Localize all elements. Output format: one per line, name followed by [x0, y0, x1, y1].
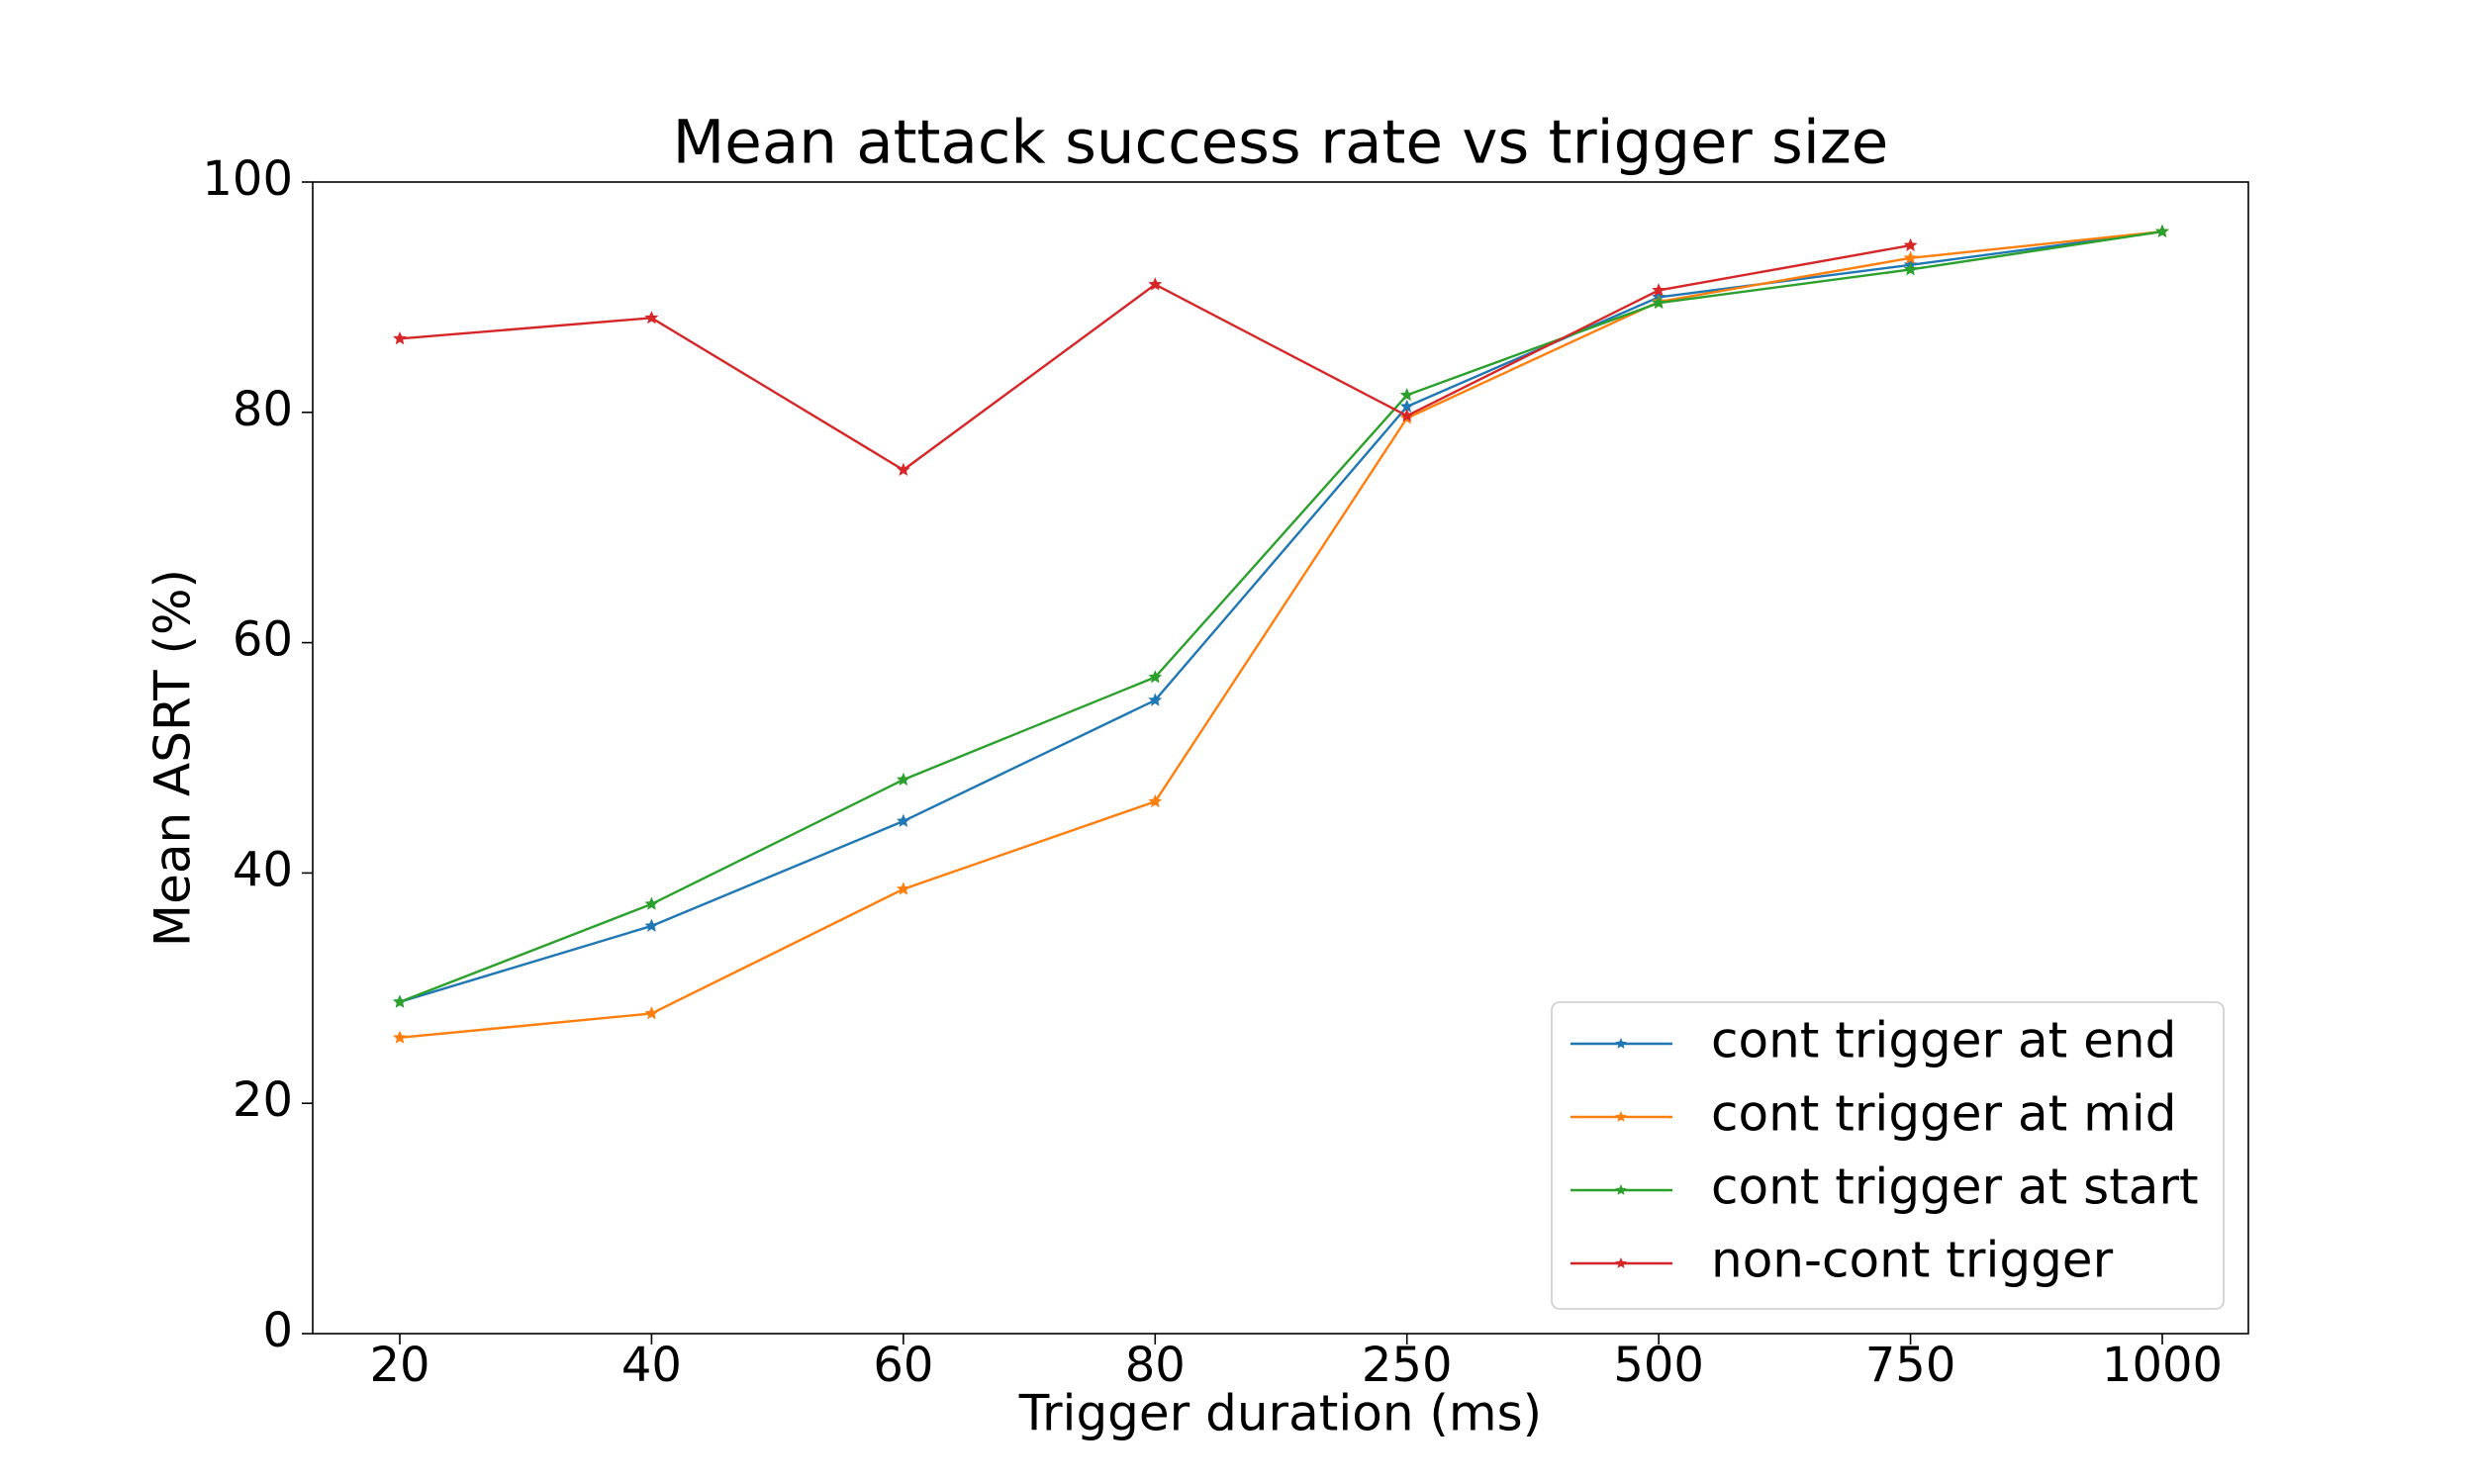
point-marker — [896, 462, 910, 476]
x-tick-label: 80 — [1125, 1338, 1186, 1393]
x-tick-label: 250 — [1362, 1338, 1453, 1393]
point-marker — [1148, 793, 1163, 808]
point-marker — [1148, 670, 1163, 684]
x-tick-label: 40 — [621, 1338, 682, 1393]
point-marker — [1903, 250, 1918, 264]
legend-marker — [1615, 1111, 1627, 1122]
point-marker — [644, 311, 659, 325]
legend-label: cont trigger at end — [1711, 1012, 2176, 1069]
point-marker — [1652, 283, 1666, 297]
x-tick-label: 60 — [873, 1338, 933, 1393]
y-tick-label: 80 — [233, 382, 293, 437]
y-tick-label: 20 — [233, 1072, 293, 1128]
point-marker — [1903, 237, 1918, 251]
chart-title: Mean attack success rate vs trigger size — [673, 108, 1889, 178]
point-marker — [1148, 277, 1163, 291]
legend-marker — [1615, 1257, 1627, 1268]
point-marker — [896, 813, 910, 827]
point-marker — [896, 772, 910, 787]
point-marker — [393, 1030, 407, 1044]
legend-label: non-cont trigger — [1711, 1232, 2114, 1289]
y-tick-label: 40 — [233, 842, 293, 897]
point-marker — [644, 896, 659, 910]
series-line — [399, 230, 2163, 1003]
legend-marker — [1615, 1184, 1627, 1195]
y-axis-label: Mean ASRT (%) — [144, 569, 202, 947]
point-marker — [1399, 387, 1414, 402]
series-line — [399, 230, 2163, 1003]
series-line — [399, 230, 2163, 1040]
y-tick-label: 100 — [202, 151, 293, 207]
legend-label: cont trigger at mid — [1711, 1085, 2176, 1143]
plot-frame — [312, 181, 2249, 1335]
x-tick-label: 20 — [369, 1338, 429, 1393]
point-marker — [644, 918, 659, 932]
point-marker — [1652, 295, 1666, 310]
point-marker — [1148, 693, 1163, 706]
x-tick-label: 500 — [1613, 1338, 1704, 1393]
x-axis-label: Trigger duration (ms) — [1018, 1385, 1542, 1442]
legend-marker — [1615, 1038, 1627, 1049]
point-marker — [393, 994, 407, 1008]
y-tick-label: 60 — [233, 612, 293, 668]
point-marker — [644, 1006, 659, 1020]
point-marker — [1399, 409, 1414, 422]
point-marker — [393, 331, 407, 345]
point-marker — [896, 881, 910, 895]
legend-box — [1551, 1001, 2225, 1310]
legend-label: cont trigger at start — [1711, 1159, 2199, 1216]
point-marker — [1903, 262, 1918, 276]
x-tick-label: 1000 — [2102, 1338, 2223, 1393]
y-tick-label: 0 — [262, 1303, 293, 1358]
point-marker — [2155, 224, 2169, 237]
x-tick-label: 750 — [1865, 1338, 1956, 1393]
